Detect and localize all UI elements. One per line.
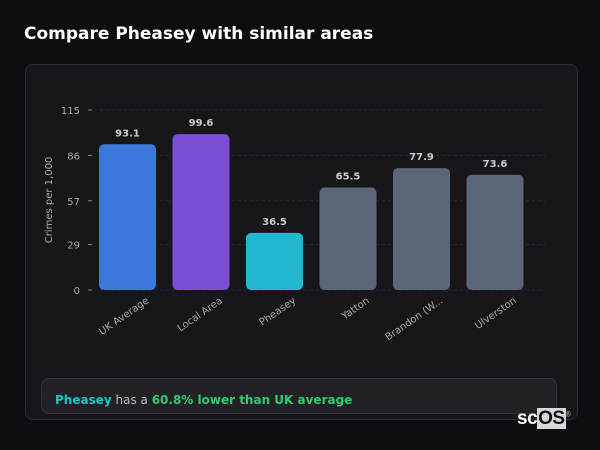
bar bbox=[466, 174, 524, 290]
summary-note: Pheasey has a 60.8% lower than UK averag… bbox=[41, 378, 557, 414]
y-tick-label: 57 bbox=[67, 197, 80, 208]
y-tick-label: 86 bbox=[67, 151, 80, 162]
scos-logo: scOS® bbox=[517, 408, 571, 429]
x-tick-label: Yatton bbox=[339, 295, 372, 322]
data-label: 93.1 bbox=[115, 128, 140, 139]
note-text: has a bbox=[111, 393, 152, 407]
data-label: 73.6 bbox=[483, 159, 508, 170]
y-tick-label: 29 bbox=[67, 241, 80, 252]
x-tick-label: Brandon (W... bbox=[384, 295, 446, 343]
x-tick-label: Local Area bbox=[176, 295, 225, 334]
data-label: 99.6 bbox=[189, 118, 214, 129]
bar bbox=[319, 187, 377, 290]
page-title: Compare Pheasey with similar areas bbox=[24, 24, 374, 44]
x-tick-label: Pheasey bbox=[258, 295, 299, 328]
y-tick-label: 115 bbox=[61, 106, 80, 117]
bar bbox=[246, 232, 303, 290]
data-label: 65.5 bbox=[336, 171, 361, 182]
area-name: Pheasey bbox=[55, 393, 112, 407]
bar bbox=[393, 168, 450, 290]
bar bbox=[172, 134, 230, 290]
bar bbox=[99, 144, 156, 290]
data-label: 77.9 bbox=[409, 152, 434, 163]
y-axis-label: Crimes per 1,000 bbox=[44, 157, 55, 244]
data-label: 36.5 bbox=[262, 217, 287, 228]
note-highlight: 60.8% lower than UK average bbox=[151, 393, 353, 407]
y-tick-label: 0 bbox=[74, 286, 80, 297]
x-tick-label: UK Average bbox=[97, 295, 151, 337]
x-tick-label: Ulverston bbox=[473, 295, 519, 331]
